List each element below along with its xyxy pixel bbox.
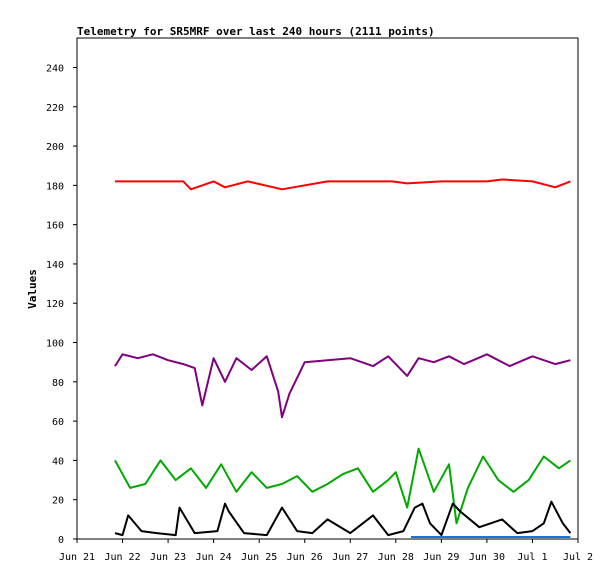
x-tick-label: Jun 27 bbox=[332, 552, 368, 563]
y-tick-label: 20 bbox=[52, 496, 64, 507]
plot-frame bbox=[76, 37, 579, 540]
y-tick-label: 180 bbox=[46, 181, 64, 192]
y-tick-label: 200 bbox=[46, 142, 64, 153]
y-tick-label: 140 bbox=[46, 260, 64, 271]
y-tick-label: 0 bbox=[58, 535, 64, 546]
y-tick-label: 100 bbox=[46, 339, 64, 350]
x-tick-label: Jun 28 bbox=[378, 552, 414, 563]
y-tick-label: 60 bbox=[52, 417, 64, 428]
y-tick-label: 220 bbox=[46, 103, 64, 114]
series-line-2 bbox=[114, 353, 571, 419]
x-tick-label: Jul 1 bbox=[517, 552, 547, 563]
x-tick-label: Jun 29 bbox=[423, 552, 459, 563]
x-axis-ticks: Jun 21 Jun 22 Jun 23 Jun 24 Jun 25 Jun 26 Jun … bbox=[59, 539, 593, 563]
x-tick-label: Jun 25 bbox=[241, 552, 277, 563]
y-tick-label: 40 bbox=[52, 456, 64, 467]
y-tick-label: 120 bbox=[46, 299, 64, 310]
y-axis-ticks: 0 20 40 60 80 100 120 140 160 180 200 220 240 bbox=[46, 63, 77, 546]
x-tick-label: Jun 21 bbox=[59, 552, 95, 563]
series-line-1 bbox=[115, 178, 571, 191]
y-axis-label: Values bbox=[26, 269, 39, 309]
x-tick-label: Jun 22 bbox=[104, 552, 140, 563]
x-tick-label: Jun 23 bbox=[150, 552, 186, 563]
chart-title: Telemetry for SR5MRF over last 240 hours… bbox=[77, 25, 435, 38]
y-tick-label: 80 bbox=[52, 378, 64, 389]
series-line-4 bbox=[114, 500, 572, 537]
x-tick-label: Jun 30 bbox=[469, 552, 505, 563]
x-tick-label: Jun 26 bbox=[287, 552, 323, 563]
x-tick-label: Jun 24 bbox=[196, 552, 232, 563]
x-tick-label: Jul 2 bbox=[563, 552, 593, 563]
y-tick-label: 240 bbox=[46, 63, 64, 74]
series-line-3 bbox=[114, 447, 571, 525]
series-group bbox=[114, 178, 572, 538]
y-tick-label: 160 bbox=[46, 221, 64, 232]
